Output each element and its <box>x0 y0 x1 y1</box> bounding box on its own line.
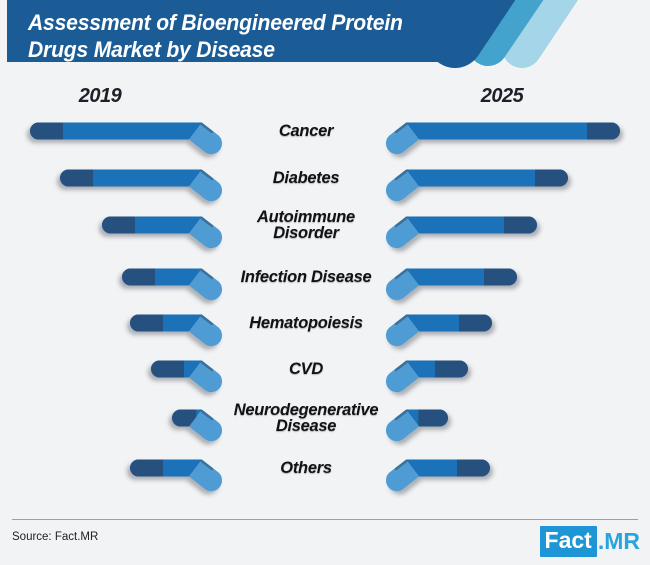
chart-title-line2: Drugs Market by Disease <box>28 37 275 62</box>
column-header-2025: 2025 <box>480 85 524 107</box>
category-label-cancer: Cancer <box>278 120 334 140</box>
chart-title-line1: Assessment of Bioengineered Protein <box>28 10 403 35</box>
footer-divider <box>12 519 638 520</box>
column-header-2019: 2019 <box>78 85 122 107</box>
bar-2019-diabetes <box>60 169 223 202</box>
factmr-logo[interactable]: Fact .MR <box>539 526 640 557</box>
category-label-neurodegenerative-disease: Neurodegenerative Disease <box>233 399 379 435</box>
bar-2019-others <box>130 459 223 492</box>
category-label-autoimmune-disorder: Autoimmune Disorder <box>257 206 355 242</box>
bar-2019-cancer <box>30 122 223 155</box>
bar-2025-diabetes <box>385 169 568 202</box>
bar-2025-hematopoiesis <box>385 314 492 347</box>
bar-2025-autoimmune-disorder <box>385 216 537 249</box>
bar-2019-hematopoiesis <box>130 314 223 347</box>
category-label-diabetes: Diabetes <box>272 167 340 187</box>
bar-2025-neurodegenerative-disease <box>385 409 448 442</box>
bars-chart <box>30 122 620 492</box>
bar-2025-infection-disease <box>385 268 517 301</box>
factmr-logo-fact: Fact <box>539 526 597 557</box>
bar-2019-infection-disease <box>122 268 223 301</box>
factmr-logo-mr: .MR <box>597 528 640 554</box>
category-label-infection-disease: Infection Disease <box>240 266 372 286</box>
bar-2025-others <box>385 459 490 492</box>
banner-stripe-mid <box>468 0 544 66</box>
category-label-cvd: CVD <box>289 358 323 378</box>
bar-2019-cvd <box>151 360 223 393</box>
category-label-others: Others <box>280 457 332 477</box>
bar-2025-cancer <box>385 122 620 155</box>
banner-stripe-light <box>502 0 579 68</box>
chart-title: Assessment of Bioengineered Protein Drug… <box>28 9 431 63</box>
source-note: Source: Fact.MR <box>12 531 99 543</box>
category-label-hematopoiesis: Hematopoiesis <box>249 312 363 332</box>
bar-2025-cvd <box>385 360 468 393</box>
banner-rectangle <box>7 0 455 62</box>
bar-2019-autoimmune-disorder <box>102 216 223 249</box>
header-banner <box>7 0 579 68</box>
bar-2019-neurodegenerative-disease <box>172 409 223 442</box>
banner-diagonal-edge <box>427 0 516 68</box>
banner-stripes-decoration <box>7 0 579 68</box>
